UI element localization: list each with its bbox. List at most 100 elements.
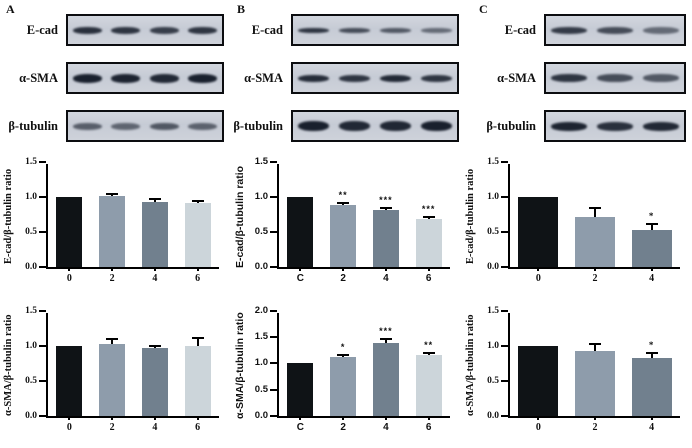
x-tick-label: 2 <box>340 273 346 284</box>
bar <box>631 230 672 267</box>
error-bar <box>106 338 119 344</box>
y-tick-mark <box>39 266 46 268</box>
blot-band <box>551 26 587 34</box>
error-bar-stem <box>342 204 345 205</box>
bar-group <box>279 164 322 267</box>
bar <box>99 344 126 416</box>
blot-band <box>111 73 141 83</box>
y-tick-label: 0.5 <box>487 227 499 237</box>
error-bar-stem <box>196 202 199 203</box>
plot-area: 0.0 0.5 1.0 1.5 * 0 2 4 <box>487 157 680 284</box>
y-tick-label: 1.5 <box>487 306 499 316</box>
blot-band <box>111 122 141 130</box>
plot-area: 0.0 0.5 1.0 1.5 0 2 4 6 <box>25 157 219 284</box>
bar <box>141 202 168 267</box>
blot-label: α-SMA <box>244 70 283 85</box>
y-tick-label: 1.5 <box>487 157 499 167</box>
y-tick-label: 1.5 <box>254 331 268 342</box>
y-axis-label: α-SMA/β-tubulin ratio <box>465 314 476 417</box>
blot-label: β-tubulin <box>486 118 536 133</box>
y-tick-label: 1.0 <box>254 191 268 202</box>
panel-c-chart-asma: α-SMA/β-tubulin ratio 0.0 0.5 1.0 1.5 * 0 2 4 <box>462 299 692 448</box>
blot-membrane <box>291 14 459 46</box>
bars-area <box>48 313 219 416</box>
panel-c-letter: C <box>479 2 488 16</box>
blot-row-E-cad: E-cad <box>231 14 462 46</box>
bar-group <box>176 164 219 267</box>
error-bar-stem <box>594 345 596 351</box>
y-tick-mark <box>39 380 46 382</box>
x-tick-label: 4 <box>649 422 655 433</box>
blot-band <box>298 121 329 131</box>
y-axis-label: E-cad/β-tubulin ratio <box>234 165 246 268</box>
y-tick-label: 0.5 <box>254 384 268 395</box>
error-bar <box>422 216 435 219</box>
y-tick-mark <box>501 345 508 347</box>
y-axis-label: E-cad/β-tubulin ratio <box>465 168 476 265</box>
blot-band <box>149 73 179 83</box>
significance-stars: *** <box>379 195 393 205</box>
blot-band <box>551 121 587 131</box>
x-tick-label: 4 <box>152 273 158 284</box>
bar <box>372 343 399 416</box>
x-tick-mark <box>594 416 596 420</box>
x-tick-mark <box>342 416 345 420</box>
blot-band <box>188 73 218 83</box>
blot-band <box>72 26 102 34</box>
x-tick-label: 0 <box>66 273 72 284</box>
bars-area: ** *** *** <box>279 164 450 267</box>
panel-b: B E-cad α-SMA β-tubulin E-cad/β-tubulin ra… <box>231 0 462 448</box>
x-tick-mark <box>299 416 302 420</box>
y-axis-label: α-SMA/β-tubulin ratio <box>3 314 14 417</box>
x-tick-mark <box>427 267 430 271</box>
x-tick-label: 6 <box>195 273 201 284</box>
bar-group <box>567 313 624 416</box>
bars-area: * <box>510 313 680 416</box>
bar <box>287 363 314 416</box>
x-tick-label: 2 <box>592 273 598 284</box>
x-tick-label: 4 <box>383 273 389 284</box>
blot-membrane <box>66 14 224 46</box>
bar-group <box>510 164 567 267</box>
bar <box>330 357 357 416</box>
bar <box>184 203 211 267</box>
y-tick-mark <box>270 196 277 198</box>
error-bar <box>191 337 204 346</box>
blot-band <box>421 27 452 33</box>
bar-group <box>48 164 91 267</box>
error-bar-stem <box>384 209 387 210</box>
y-tick-mark <box>270 231 277 233</box>
x-tick-label: 4 <box>649 273 655 284</box>
bar-group <box>134 164 177 267</box>
error-bar <box>589 207 601 217</box>
bar <box>56 197 83 267</box>
x-tick-label: 2 <box>109 273 115 284</box>
y-tick-label: 1.5 <box>25 157 37 167</box>
error-bar-stem <box>111 195 114 196</box>
blot-band <box>551 74 587 82</box>
bar-group: *** <box>407 164 450 267</box>
x-tick-mark <box>342 267 345 271</box>
blot-band <box>111 26 141 34</box>
x-tick-mark <box>650 416 653 420</box>
bar-group <box>134 313 177 416</box>
y-tick-mark <box>270 415 277 417</box>
panel-b-chart-ecad: E-cad/β-tubulin ratio 0.0 0.5 1.0 1.5 ** *** **… <box>231 150 462 299</box>
blot-band <box>421 121 452 131</box>
x-tick-label: C <box>296 273 304 284</box>
significance-stars: * <box>648 211 655 221</box>
panel-c: C E-cad α-SMA β-tubulin E-cad/β-tubulin ra… <box>462 0 692 448</box>
bar-group <box>91 164 134 267</box>
y-tick-mark <box>501 380 508 382</box>
error-bar <box>337 202 350 205</box>
blot-membrane <box>66 62 224 94</box>
x-tick-label: 2 <box>109 422 115 433</box>
y-tick-label: 0.5 <box>254 226 268 237</box>
panel-a-chart-asma: α-SMA/β-tubulin ratio 0.0 0.5 1.0 1.5 0 2 4 6 <box>0 299 231 448</box>
panel-c-blots: E-cad α-SMA β-tubulin <box>462 0 692 150</box>
bar-group: ** <box>322 164 365 267</box>
bar <box>415 219 442 267</box>
blot-row-α-SMA: α-SMA <box>0 62 231 94</box>
x-tick-mark <box>153 416 156 420</box>
x-tick-mark <box>196 267 199 271</box>
